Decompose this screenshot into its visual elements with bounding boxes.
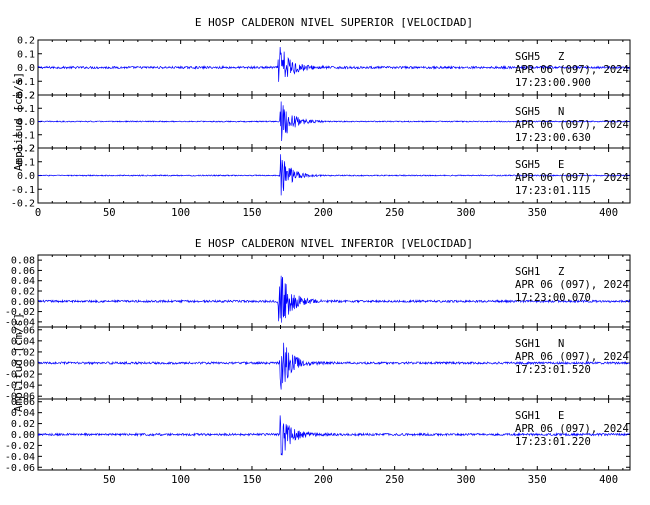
y-tick-label-1-1-3: 0.00 xyxy=(11,359,35,370)
y-tick-label-0-0-0: 0.2 xyxy=(17,36,35,47)
date-label-0-1: APR 06 (097), 2024 xyxy=(515,119,629,131)
x-tick-label-0-2: 100 xyxy=(171,207,190,219)
y-tick-label-0-2-1: 0.1 xyxy=(17,157,35,168)
waveform-sgh5-n xyxy=(38,101,630,141)
time-label-0-0: 17:23:00.900 xyxy=(515,77,591,89)
y-tick-label-1-0-0: 0.08 xyxy=(11,256,35,267)
component-label-1-0: Z xyxy=(558,266,564,278)
station-label-1-2: SGH1 xyxy=(515,410,540,422)
y-tick-label-1-0-3: 0.02 xyxy=(11,287,35,298)
date-label-1-1: APR 06 (097), 2024 xyxy=(515,351,629,363)
y-tick-label-0-2-2: 0.0 xyxy=(17,171,35,182)
y-axis-label-1: Amplitud [cm/s] xyxy=(12,313,25,412)
y-tick-label-1-1-1: 0.04 xyxy=(11,336,35,347)
x-tick-label-1-7: 400 xyxy=(599,474,618,486)
date-label-0-0: APR 06 (097), 2024 xyxy=(515,64,629,76)
y-tick-label-1-0-6: -0.04 xyxy=(5,317,35,328)
y-tick-label-1-2-1: 0.04 xyxy=(11,408,35,419)
y-tick-label-1-0-1: 0.06 xyxy=(11,266,35,277)
x-tick-label-0-1: 50 xyxy=(103,207,116,219)
y-tick-label-0-1-4: -0.2 xyxy=(11,144,35,155)
date-label-1-0: APR 06 (097), 2024 xyxy=(515,279,629,291)
date-label-1-2: APR 06 (097), 2024 xyxy=(515,423,629,435)
station-label-0-2: SGH5 xyxy=(515,159,540,171)
station-label-0-0: SGH5 xyxy=(515,51,540,63)
component-label-0-2: E xyxy=(558,159,564,171)
chart-title-0: E HOSP CALDERON NIVEL SUPERIOR [VELOCIDA… xyxy=(195,16,473,29)
x-tick-label-1-0: 50 xyxy=(103,474,116,486)
x-tick-label-1-5: 300 xyxy=(456,474,475,486)
component-label-0-1: N xyxy=(558,106,564,118)
y-tick-label-1-2-3: 0.00 xyxy=(11,430,35,441)
y-tick-label-0-1-2: 0.0 xyxy=(17,117,35,128)
panel-frame-1-0 xyxy=(37,254,631,328)
waveform-sgh1-z xyxy=(38,275,630,323)
y-tick-label-1-2-6: -0.06 xyxy=(5,463,35,474)
waveform-sgh5-z xyxy=(38,46,630,82)
y-tick-label-0-0-4: -0.2 xyxy=(11,91,35,102)
x-tick-label-0-3: 150 xyxy=(242,207,261,219)
time-label-0-2: 17:23:01.115 xyxy=(515,185,591,197)
y-axis-label-0: Amplitud [cm/s] xyxy=(12,72,25,171)
y-tick-label-0-2-0: 0.2 xyxy=(17,144,35,155)
waveform-sgh5-e xyxy=(38,154,630,196)
x-tick-label-0-5: 250 xyxy=(385,207,404,219)
waveform-sgh1-e xyxy=(38,415,630,456)
x-tick-label-1-3: 200 xyxy=(314,474,333,486)
y-tick-label-1-1-5: -0.04 xyxy=(5,381,35,392)
component-label-0-0: Z xyxy=(558,51,564,63)
y-tick-label-1-1-4: -0.02 xyxy=(5,370,35,381)
y-tick-label-0-0-2: 0.0 xyxy=(17,63,35,74)
x-tick-label-1-2: 150 xyxy=(242,474,261,486)
y-tick-label-1-2-5: -0.04 xyxy=(5,452,35,463)
x-tick-label-0-4: 200 xyxy=(314,207,333,219)
y-tick-label-0-1-0: 0.2 xyxy=(17,91,35,102)
station-label-1-0: SGH1 xyxy=(515,266,540,278)
waveform-sgh1-n xyxy=(38,342,630,390)
x-tick-label-0-6: 300 xyxy=(456,207,475,219)
y-tick-label-1-2-4: -0.02 xyxy=(5,441,35,452)
y-tick-label-0-2-3: -0.1 xyxy=(11,185,35,196)
y-tick-label-0-1-3: -0.1 xyxy=(11,130,35,141)
y-tick-label-0-0-1: 0.1 xyxy=(17,49,35,60)
station-label-0-1: SGH5 xyxy=(515,106,540,118)
component-label-1-2: E xyxy=(558,410,564,422)
y-tick-label-1-0-2: 0.04 xyxy=(11,276,35,287)
time-label-1-2: 17:23:01.220 xyxy=(515,436,591,448)
chart-title-1: E HOSP CALDERON NIVEL INFERIOR [VELOCIDA… xyxy=(195,237,473,250)
time-label-1-1: 17:23:01.520 xyxy=(515,364,591,376)
x-tick-label-1-4: 250 xyxy=(385,474,404,486)
station-label-1-1: SGH1 xyxy=(515,338,540,350)
time-label-0-1: 17:23:00.630 xyxy=(515,132,591,144)
x-tick-label-1-1: 100 xyxy=(171,474,190,486)
x-tick-label-0-7: 350 xyxy=(528,207,547,219)
y-tick-label-1-0-5: -0.02 xyxy=(5,307,35,318)
y-tick-label-1-2-0: 0.06 xyxy=(11,397,35,408)
time-label-1-0: 17:23:00.070 xyxy=(515,292,591,304)
y-tick-label-0-1-1: 0.1 xyxy=(17,104,35,115)
y-tick-label-1-2-2: 0.02 xyxy=(11,419,35,430)
x-tick-label-1-6: 350 xyxy=(528,474,547,486)
x-tick-label-0-0: 0 xyxy=(35,207,41,219)
y-tick-label-0-2-4: -0.2 xyxy=(11,199,35,210)
x-tick-label-0-8: 400 xyxy=(599,207,618,219)
y-tick-label-1-0-4: 0.00 xyxy=(11,297,35,308)
y-tick-label-1-1-0: 0.06 xyxy=(11,325,35,336)
component-label-1-1: N xyxy=(558,338,564,350)
date-label-0-2: APR 06 (097), 2024 xyxy=(515,172,629,184)
y-tick-label-1-1-6: -0.06 xyxy=(5,392,35,403)
y-tick-label-1-1-2: 0.02 xyxy=(11,347,35,358)
y-tick-label-0-0-3: -0.1 xyxy=(11,77,35,88)
